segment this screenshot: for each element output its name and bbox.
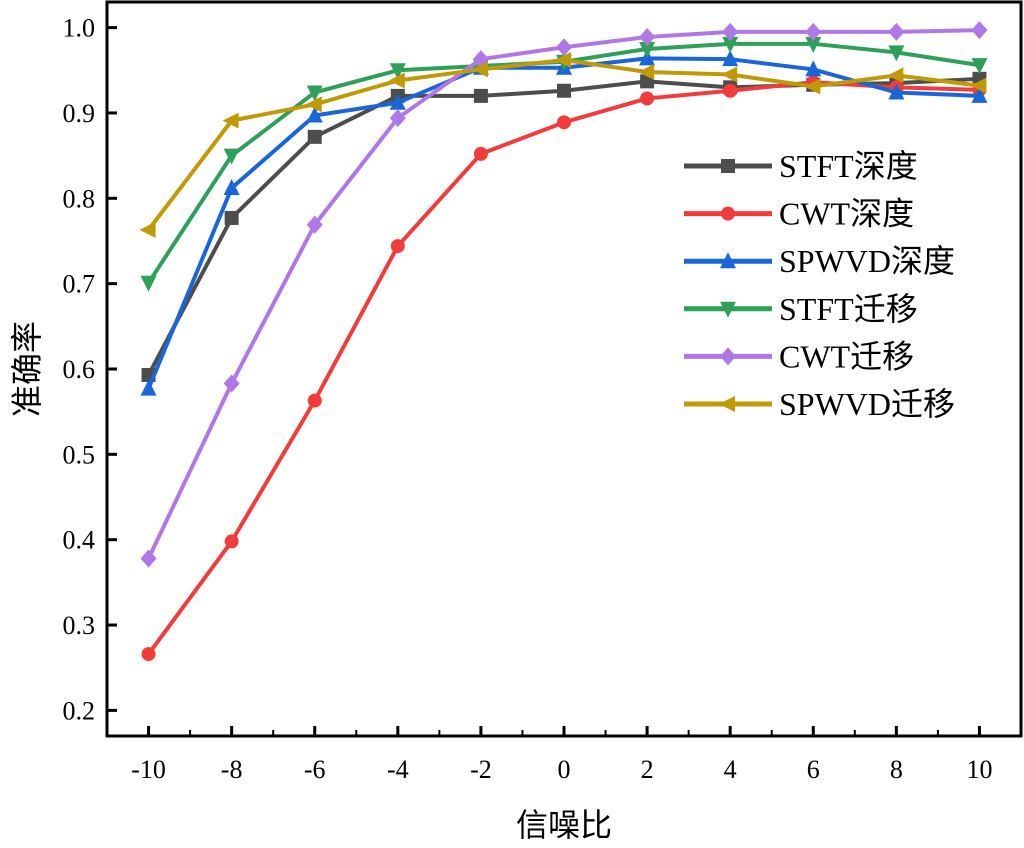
data-point: [555, 52, 571, 69]
data-point: [471, 61, 488, 78]
data-point: [305, 96, 322, 113]
legend-item: CWT深度: [684, 196, 914, 232]
y-tick-label: 0.2: [63, 696, 96, 725]
data-point: [888, 22, 905, 41]
series-5: [139, 52, 987, 238]
x-tick-label: 2: [641, 755, 654, 784]
y-tick-label: 0.3: [63, 611, 96, 640]
data-point: [389, 93, 406, 110]
data-point: [389, 63, 406, 80]
legend-item: STFT深度: [684, 148, 918, 184]
legend-label: STFT深度: [779, 148, 918, 184]
y-axis-ticks: 0.2 0.3 0.4 0.5 0.6 0.7 0.8 0.9 1.0: [63, 14, 117, 725]
series-layer: [139, 21, 988, 662]
x-axis-ticks: -10 -8 -6 -4 -2 0 2 4 6 8 10: [131, 726, 992, 784]
data-point: [639, 41, 656, 58]
y-tick-label: 0.5: [63, 440, 96, 469]
data-point: [971, 58, 988, 75]
legend-label: SPWVD深度: [779, 243, 955, 279]
data-point: [306, 215, 323, 234]
data-point: [224, 210, 239, 225]
legend-item: SPWVD深度: [684, 243, 955, 279]
data-point: [971, 21, 988, 40]
data-point: [723, 83, 738, 98]
legend-label: SPWVD迁移: [779, 386, 955, 422]
data-point: [888, 83, 905, 100]
data-point: [970, 77, 987, 94]
x-axis-title: 信噪比: [516, 807, 612, 843]
x-tick-label: -4: [387, 755, 409, 784]
legend-label: CWT深度: [779, 196, 914, 232]
legend-item: SPWVD迁移: [684, 386, 955, 422]
y-tick-label: 0.8: [63, 184, 96, 213]
legend-swatch-marker: [721, 206, 735, 221]
data-point: [224, 534, 239, 549]
data-point: [140, 379, 157, 396]
y-tick-label: 0.4: [63, 526, 96, 555]
x-tick-label: 4: [724, 755, 737, 784]
data-point: [556, 38, 572, 57]
data-point: [223, 374, 240, 393]
data-point: [223, 179, 240, 196]
data-point: [721, 66, 738, 83]
data-point: [139, 221, 156, 238]
x-tick-label: -10: [131, 755, 166, 784]
x-tick-label: 6: [807, 755, 820, 784]
y-axis-title: 准确率: [9, 321, 45, 417]
legend-swatch-marker: [720, 252, 736, 269]
data-point: [639, 27, 656, 46]
data-point: [473, 88, 488, 103]
data-point: [722, 36, 739, 53]
y-tick-label: 0.9: [63, 99, 96, 128]
data-point: [141, 647, 156, 662]
x-tick-label: -6: [304, 755, 326, 784]
legend-swatch-marker: [720, 347, 736, 366]
data-point: [222, 112, 239, 129]
data-point: [805, 36, 822, 53]
data-point: [306, 85, 323, 102]
legend-item: CWT迁移: [684, 338, 914, 374]
data-point: [307, 393, 322, 408]
data-point: [306, 106, 323, 123]
legend-swatch-marker: [719, 396, 735, 412]
series-4: [140, 21, 988, 568]
data-point: [140, 549, 157, 568]
legend-item: STFT迁移: [684, 291, 918, 327]
data-point: [722, 50, 739, 67]
x-tick-label: 10: [966, 755, 992, 784]
y-tick-label: 0.7: [63, 270, 96, 299]
y-tick-label: 0.6: [63, 355, 96, 384]
data-point: [887, 67, 904, 84]
data-point: [557, 115, 571, 130]
x-tick-label: 0: [558, 755, 571, 784]
y-tick-label: 1.0: [63, 14, 96, 43]
x-tick-label: 8: [890, 755, 903, 784]
data-point: [888, 45, 905, 62]
legend-label: STFT迁移: [779, 291, 918, 327]
data-point: [389, 109, 406, 128]
data-point: [307, 129, 322, 144]
data-point: [140, 275, 157, 292]
x-tick-label: -8: [221, 755, 243, 784]
legend-swatch-marker: [720, 301, 736, 318]
data-point: [472, 50, 489, 69]
legend: STFT深度 CWT深度 SPWVD深度 STFT迁移 CWT迁移 SPWVD迁移: [684, 148, 955, 422]
data-point: [722, 22, 739, 41]
data-point: [473, 146, 488, 161]
data-point: [640, 91, 655, 106]
data-point: [388, 72, 405, 89]
data-point: [390, 239, 405, 254]
data-point: [557, 83, 571, 98]
data-point: [805, 60, 822, 77]
legend-swatch-marker: [721, 159, 735, 173]
data-point: [804, 78, 821, 95]
data-point: [971, 86, 988, 103]
data-point: [223, 148, 240, 165]
data-point: [638, 63, 655, 80]
x-tick-label: -2: [470, 755, 492, 784]
data-point: [805, 22, 822, 41]
legend-label: CWT迁移: [779, 338, 914, 374]
